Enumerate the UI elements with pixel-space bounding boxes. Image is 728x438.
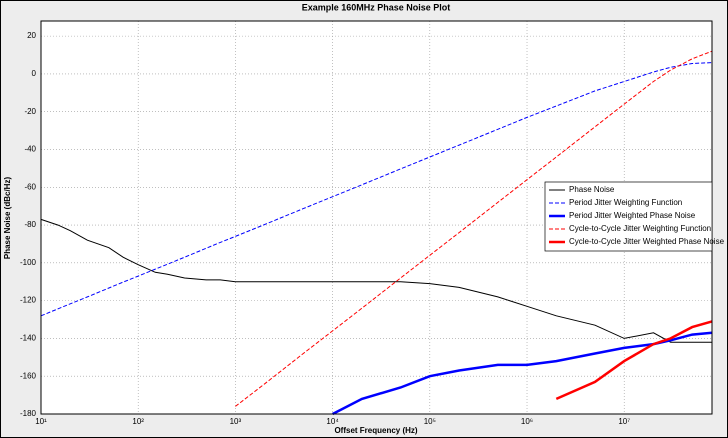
x-tick-label: 10¹ [35, 417, 47, 426]
y-tick-label: -100 [20, 258, 37, 267]
y-tick-label: 20 [27, 31, 36, 40]
y-axis-label: Phase Noise (dBc/Hz) [3, 177, 12, 260]
legend-label: Period Jitter Weighted Phase Noise [569, 211, 696, 220]
series-line [332, 331, 713, 416]
x-tick-label: 10⁵ [424, 417, 436, 426]
legend-label: Cycle-to-Cycle Jitter Weighting Function [569, 224, 711, 233]
series-line [40, 62, 713, 317]
x-tick-label: 10⁴ [326, 417, 339, 426]
legend-label: Period Jitter Weighting Function [569, 198, 682, 207]
x-axis-label: Offset Frequency (Hz) [334, 426, 417, 435]
y-tick-label: -40 [24, 145, 36, 154]
y-tick-label: -160 [20, 371, 37, 380]
series-line [40, 218, 712, 343]
y-tick-label: -60 [24, 182, 36, 191]
x-tick-label: 10⁷ [618, 417, 630, 426]
y-tick-label: -180 [20, 409, 37, 418]
y-tick-label: 0 [32, 69, 37, 78]
chart-title: Example 160MHz Phase Noise Plot [302, 2, 451, 12]
y-tick-label: -80 [24, 220, 36, 229]
series-line [235, 50, 713, 407]
x-tick-label: 10³ [230, 417, 242, 426]
y-tick-label: -120 [20, 296, 37, 305]
legend-label: Phase Noise [569, 185, 615, 194]
legend-label: Cycle-to-Cycle Jitter Weighted Phase Noi… [569, 237, 725, 246]
x-tick-label: 10² [132, 417, 144, 426]
series-line [555, 320, 713, 401]
y-tick-label: -140 [20, 334, 37, 343]
x-tick-label: 10⁶ [521, 417, 533, 426]
legend-box [544, 181, 713, 252]
y-tick-label: -20 [24, 107, 36, 116]
